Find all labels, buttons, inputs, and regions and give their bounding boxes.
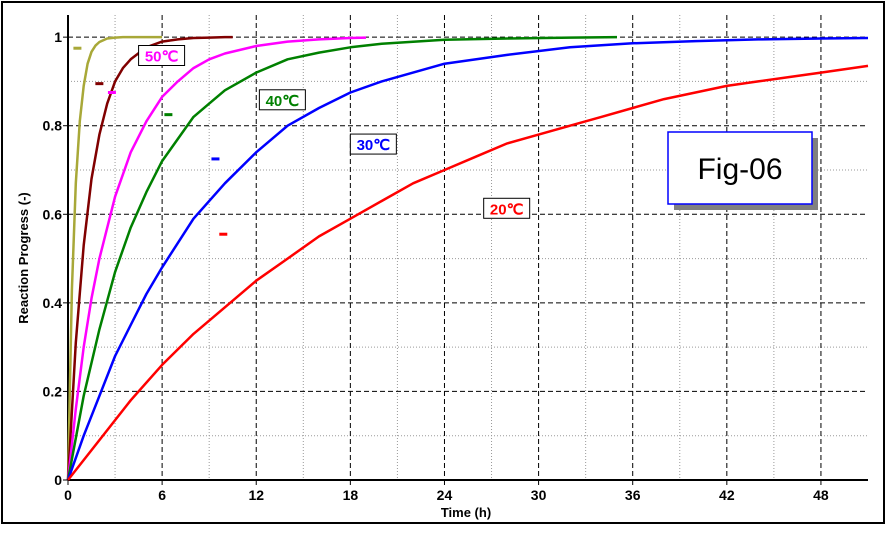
x-tick-label: 18 [343, 487, 359, 503]
series-line-1 [66, 35, 163, 481]
series-layer [66, 35, 869, 481]
fig-label: Fig-06 [697, 153, 782, 186]
series-line-3 [66, 36, 367, 481]
x-tick-label: 0 [64, 487, 72, 503]
y-tick-label: 0.6 [43, 206, 63, 222]
axes [67, 15, 868, 481]
y-tick-label: 1 [54, 29, 62, 45]
y-axis-label: Reaction Progress (-) [16, 192, 31, 323]
x-tick-label: 48 [813, 487, 829, 503]
x-tick-label: 24 [437, 487, 453, 503]
series-marker [73, 46, 82, 50]
series-marker [164, 113, 173, 117]
series-label: 30℃ [357, 137, 391, 154]
series-label-box [138, 45, 186, 66]
series-label: 50℃ [145, 49, 179, 66]
series-marker [107, 91, 116, 94]
y-tick-label: 0.4 [43, 295, 63, 311]
series-line-4 [66, 35, 618, 481]
series-label: 40℃ [266, 93, 300, 110]
x-tick-label: 42 [719, 487, 735, 503]
series-label-box [483, 197, 531, 219]
tick-labels: 0 6 12 18 24 30 36 42 48 0 0.2 0.4 0.6 0.8 1 [43, 29, 829, 503]
x-axis-label: Time (h) [441, 505, 491, 520]
series-label: 20℃ [490, 201, 524, 218]
curve-labels: 50℃ 40℃ 30℃ 20℃ [73, 45, 531, 236]
series-marker [211, 157, 220, 161]
series-line-6 [67, 64, 869, 481]
series-label-box [258, 89, 306, 111]
y-tick-label: 0.8 [43, 118, 63, 134]
series-marker [219, 232, 228, 236]
series-label-box [349, 133, 397, 155]
outer-frame [1, 1, 885, 524]
series-line-5 [66, 36, 869, 481]
grid [68, 15, 868, 480]
y-tick-label: 0.2 [43, 383, 63, 399]
x-tick-label: 12 [248, 487, 264, 503]
x-tick-label: 36 [625, 487, 641, 503]
x-tick-label: 6 [158, 487, 166, 503]
y-tick-label: 0 [54, 472, 62, 488]
x-tick-label: 30 [531, 487, 547, 503]
fig-label-box: Fig-06 [667, 131, 818, 210]
series-marker [95, 82, 104, 86]
series-line-2 [66, 35, 233, 481]
